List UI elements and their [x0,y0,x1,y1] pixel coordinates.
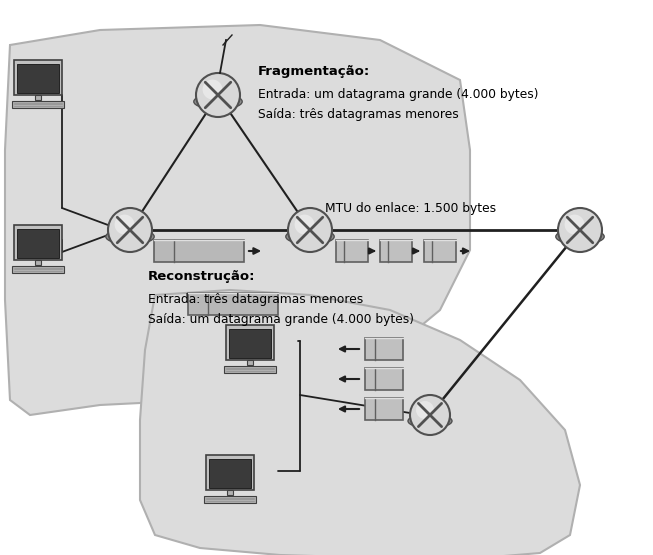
Ellipse shape [286,229,334,244]
FancyBboxPatch shape [12,266,64,273]
Text: MTU do enlace: 1.500 bytes: MTU do enlace: 1.500 bytes [325,202,496,215]
Ellipse shape [556,229,604,244]
FancyBboxPatch shape [424,240,456,262]
Text: Entrada: um datagrama grande (4.000 bytes): Entrada: um datagrama grande (4.000 byte… [258,88,539,101]
Circle shape [410,395,450,435]
Circle shape [558,208,602,252]
FancyBboxPatch shape [35,260,41,265]
Circle shape [295,215,314,234]
FancyBboxPatch shape [224,366,276,373]
Circle shape [565,215,584,234]
FancyBboxPatch shape [229,329,271,358]
FancyBboxPatch shape [365,338,403,360]
Circle shape [108,208,152,252]
Ellipse shape [194,94,242,109]
FancyBboxPatch shape [154,240,244,262]
Text: Fragmentação:: Fragmentação: [258,65,370,78]
FancyBboxPatch shape [365,368,403,390]
Polygon shape [140,290,580,555]
FancyBboxPatch shape [380,240,412,262]
Circle shape [196,73,240,117]
FancyBboxPatch shape [206,455,254,490]
Ellipse shape [106,229,154,244]
FancyBboxPatch shape [336,240,368,262]
Text: Entrada: três datagramas menores: Entrada: três datagramas menores [148,293,363,306]
FancyBboxPatch shape [17,64,59,93]
FancyBboxPatch shape [17,229,59,258]
Text: Saída: três datagramas menores: Saída: três datagramas menores [258,108,459,121]
FancyBboxPatch shape [247,360,253,365]
Ellipse shape [408,414,452,428]
Text: Saída: um datagrama grande (4.000 bytes): Saída: um datagrama grande (4.000 bytes) [148,313,414,326]
Circle shape [416,401,434,419]
FancyBboxPatch shape [12,101,64,108]
Polygon shape [5,25,470,415]
FancyBboxPatch shape [365,398,403,420]
Circle shape [288,208,332,252]
FancyBboxPatch shape [227,490,233,495]
FancyBboxPatch shape [35,95,41,100]
FancyBboxPatch shape [209,459,251,488]
FancyBboxPatch shape [14,225,62,260]
Circle shape [202,79,223,99]
Text: Reconstrução:: Reconstrução: [148,270,255,283]
FancyBboxPatch shape [226,325,274,360]
FancyBboxPatch shape [188,293,278,315]
FancyBboxPatch shape [204,496,257,503]
FancyBboxPatch shape [14,60,62,95]
Circle shape [114,215,135,234]
